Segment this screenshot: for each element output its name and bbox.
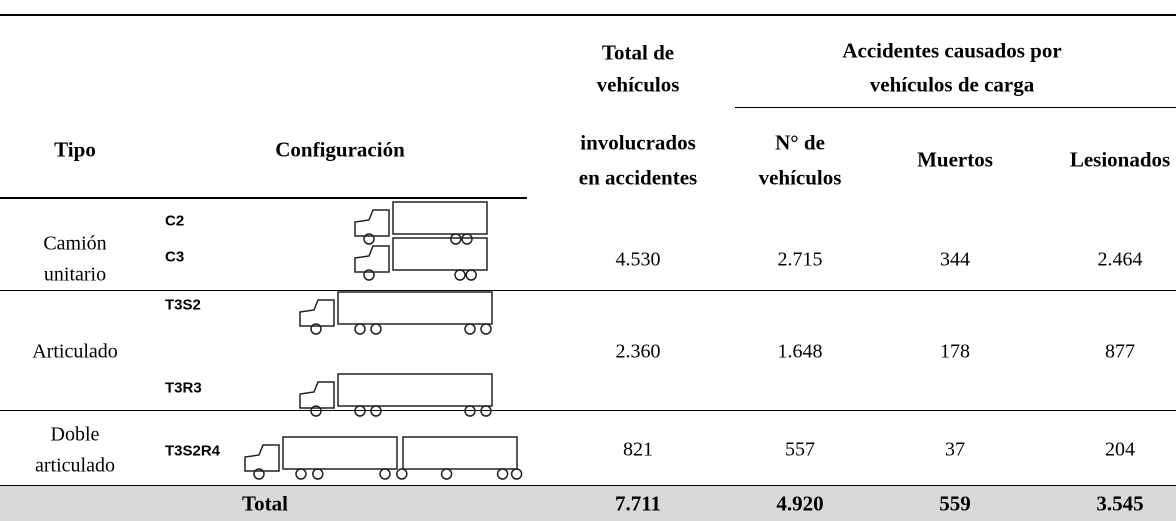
value-cell: 2.464 bbox=[1097, 248, 1143, 271]
truck-part bbox=[440, 468, 453, 480]
type-cell: Articulado bbox=[32, 340, 118, 363]
header-cell: involucrados bbox=[580, 130, 696, 155]
config-label: T3S2 bbox=[165, 296, 201, 314]
truck-part bbox=[480, 323, 492, 335]
config-label: T3S2R4 bbox=[165, 442, 221, 460]
total-value: 559 bbox=[939, 491, 971, 516]
truck-part bbox=[363, 233, 375, 245]
header-cell: Tipo bbox=[54, 137, 96, 162]
truck-part bbox=[354, 405, 366, 417]
type-cell: Doble bbox=[50, 423, 100, 446]
truck-part bbox=[402, 436, 518, 470]
truck-part bbox=[282, 436, 398, 470]
truck-part bbox=[354, 209, 390, 237]
truck-part bbox=[299, 381, 335, 409]
truck-part bbox=[480, 405, 492, 417]
truck-part bbox=[244, 444, 280, 472]
type-cell: Camión bbox=[43, 232, 107, 255]
truck-part bbox=[370, 323, 382, 335]
truck-part bbox=[354, 245, 390, 273]
config-label: C2 bbox=[165, 212, 185, 230]
truck-part bbox=[354, 323, 366, 335]
header-cell: en accidentes bbox=[578, 165, 698, 190]
header-cell: N° de bbox=[775, 130, 825, 155]
truck-part bbox=[337, 373, 493, 407]
header-cell: Configuración bbox=[275, 137, 405, 162]
value-cell: 204 bbox=[1105, 438, 1135, 461]
total-label: Total bbox=[242, 491, 288, 516]
value-cell: 37 bbox=[945, 438, 965, 461]
rule bbox=[735, 107, 1176, 108]
value-cell: 557 bbox=[785, 438, 815, 461]
truck-part bbox=[464, 405, 476, 417]
truck-part bbox=[310, 323, 322, 335]
truck-part bbox=[379, 468, 391, 480]
header-cell: vehículos de carga bbox=[869, 72, 1035, 97]
rule bbox=[0, 290, 1176, 291]
value-cell: 821 bbox=[623, 438, 653, 461]
truck-part bbox=[454, 269, 466, 281]
truck-part bbox=[295, 468, 307, 480]
header-cell: vehículos bbox=[596, 72, 680, 97]
rule bbox=[0, 485, 1176, 486]
truck-part bbox=[510, 468, 523, 480]
truck-part bbox=[312, 468, 324, 480]
type-cell: unitario bbox=[43, 263, 107, 286]
total-value: 4.920 bbox=[776, 491, 824, 516]
truck-part bbox=[310, 405, 322, 417]
config-label: T3R3 bbox=[165, 379, 202, 397]
truck-part bbox=[464, 323, 476, 335]
total-value: 7.711 bbox=[614, 491, 662, 516]
header-cell: Total de bbox=[601, 40, 675, 65]
header-cell: vehículos bbox=[758, 165, 842, 190]
config-label: C3 bbox=[165, 248, 185, 266]
value-cell: 2.715 bbox=[777, 248, 823, 271]
truck-part bbox=[337, 291, 493, 325]
truck-part bbox=[392, 237, 488, 271]
header-cell: Lesionados bbox=[1069, 147, 1171, 172]
type-cell: articulado bbox=[35, 454, 115, 477]
rule bbox=[0, 14, 1176, 16]
value-cell: 1.648 bbox=[777, 340, 823, 363]
total-row-bg bbox=[0, 486, 1176, 521]
value-cell: 2.360 bbox=[615, 340, 661, 363]
value-cell: 877 bbox=[1105, 340, 1135, 363]
truck-part bbox=[465, 269, 477, 281]
truck-part bbox=[363, 269, 375, 281]
rule bbox=[0, 197, 527, 199]
rule bbox=[0, 410, 1176, 411]
value-cell: 178 bbox=[940, 340, 970, 363]
header-cell: Muertos bbox=[917, 147, 993, 172]
truck-part bbox=[253, 468, 265, 480]
value-cell: 344 bbox=[940, 248, 970, 271]
truck-part bbox=[450, 233, 462, 245]
truck-part bbox=[299, 299, 335, 327]
truck-part bbox=[370, 405, 382, 417]
value-cell: 4.530 bbox=[615, 248, 661, 271]
truck-part bbox=[392, 201, 488, 235]
truck-part bbox=[396, 468, 408, 480]
total-value: 3.545 bbox=[1096, 491, 1144, 516]
truck-part bbox=[496, 468, 509, 480]
truck-part bbox=[461, 233, 473, 245]
header-cell: Accidentes causados por bbox=[842, 38, 1062, 63]
